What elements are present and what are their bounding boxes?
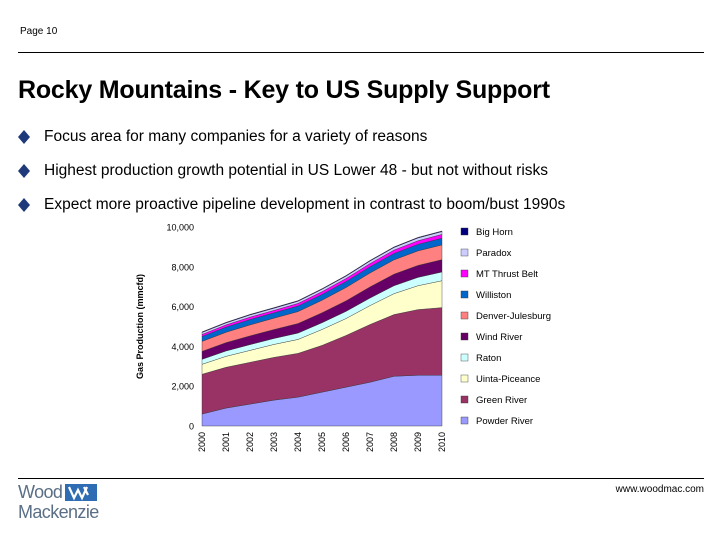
legend-swatch [460, 416, 469, 425]
legend-label: Green River [476, 395, 527, 406]
bullet-text: Focus area for many companies for a vari… [44, 128, 428, 145]
gas-production-chart: 0 2,000 4,000 6,000 8,000 10,000 Gas Productio… [135, 223, 551, 453]
x-tick-label: 2004 [293, 432, 303, 452]
legend-swatch [460, 269, 469, 278]
x-tick-label: 2007 [365, 432, 375, 452]
bottom-divider [18, 478, 704, 479]
legend-label: Williston [476, 290, 511, 301]
legend-swatch [460, 353, 469, 362]
y-tick-label: 8,000 [171, 262, 194, 272]
x-tick-label: 2001 [221, 432, 231, 452]
legend-swatch [460, 227, 469, 236]
legend-swatch [460, 374, 469, 383]
diamond-bullet-icon [18, 164, 30, 178]
logo-text-mackenzie: Mackenzie [18, 502, 99, 522]
x-tick-label: 2002 [245, 432, 255, 452]
legend-label: Wind River [476, 332, 522, 343]
diamond-bullet-icon [18, 198, 30, 212]
x-tick-label: 2000 [197, 432, 207, 452]
legend-swatch [460, 290, 469, 299]
bullet-item: Expect more proactive pipeline developme… [18, 188, 565, 222]
legend-label: Denver-Julesburg [476, 311, 551, 322]
legend-swatch [460, 395, 469, 404]
footer-url: www.woodmac.com [615, 484, 704, 495]
bullet-item: Focus area for many companies for a vari… [18, 120, 565, 154]
y-axis-label: Gas Production (mmcfd) [135, 274, 145, 379]
diamond-bullet-icon [18, 130, 30, 144]
legend-label: MT Thrust Belt [476, 269, 538, 280]
slide-title: Rocky Mountains - Key to US Supply Suppo… [18, 76, 550, 104]
y-tick-label: 6,000 [171, 302, 194, 312]
y-tick-label: 2,000 [171, 382, 194, 392]
bullet-text: Expect more proactive pipeline developme… [44, 196, 566, 213]
wood-mackenzie-logo: Wood Mackenzie [18, 483, 108, 523]
legend-label: Paradox [476, 248, 512, 259]
x-tick-label: 2008 [389, 432, 399, 452]
legend-swatch [460, 311, 469, 320]
x-tick-label: 2003 [269, 432, 279, 452]
logo-w-mark-icon [65, 483, 98, 501]
x-tick-label: 2009 [413, 432, 423, 452]
legend-label: Powder River [476, 416, 533, 427]
x-tick-label: 2005 [317, 432, 327, 452]
x-tick-label: 2010 [437, 432, 447, 452]
area-big-horn [201, 230, 443, 333]
legend-label: Big Horn [476, 227, 513, 238]
top-divider [18, 52, 704, 53]
bullet-list: Focus area for many companies for a vari… [18, 120, 565, 222]
legend-swatch [460, 332, 469, 341]
y-tick-label: 4,000 [171, 342, 194, 352]
legend-swatch [460, 248, 469, 257]
bullet-text: Highest production growth potential in U… [44, 162, 549, 179]
page-number: Page 10 [20, 26, 58, 37]
y-tick-label: 10,000 [166, 223, 194, 233]
legend-label: Raton [476, 353, 501, 364]
logo-text-wood: Wood [18, 482, 63, 502]
x-tick-label: 2006 [341, 432, 351, 452]
bullet-item: Highest production growth potential in U… [18, 154, 565, 188]
legend-label: Uinta-Piceance [476, 374, 540, 385]
y-tick-label: 0 [189, 422, 194, 432]
